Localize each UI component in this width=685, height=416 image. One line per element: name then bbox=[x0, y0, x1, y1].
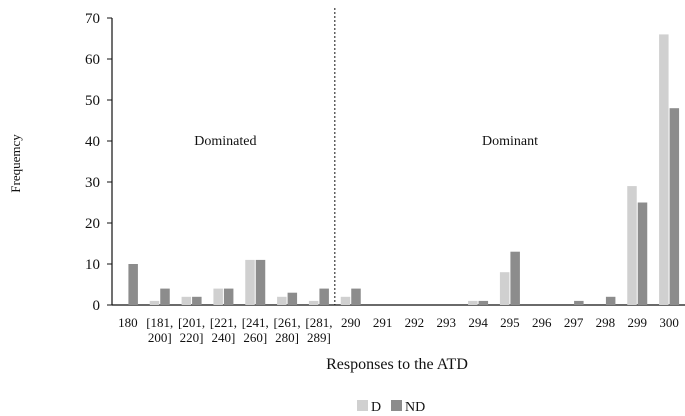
x-tick-label: [281, bbox=[305, 315, 332, 330]
legend-swatch-nd bbox=[391, 400, 402, 411]
bar-nd bbox=[160, 288, 170, 305]
bar-d bbox=[277, 296, 287, 305]
annotation-dominant: Dominant bbox=[482, 134, 538, 149]
bar-nd bbox=[128, 264, 138, 305]
x-tick-label-line2: 220] bbox=[180, 330, 204, 345]
y-tick-label: 10 bbox=[85, 257, 100, 273]
bar-d bbox=[149, 300, 160, 305]
bar-nd bbox=[637, 202, 648, 305]
x-tick-label: 298 bbox=[596, 315, 616, 330]
x-axis-title: Responses to the ATD bbox=[326, 356, 468, 373]
bar-nd bbox=[255, 259, 266, 305]
x-tick-label-line2: 200] bbox=[148, 330, 172, 345]
bar-nd bbox=[319, 288, 329, 305]
x-tick-label-line2: 240] bbox=[211, 330, 235, 345]
x-tick-label: 299 bbox=[628, 315, 648, 330]
bar-nd bbox=[574, 300, 584, 305]
bar-d bbox=[468, 300, 478, 305]
bar-d bbox=[308, 300, 319, 305]
y-tick-label: 20 bbox=[85, 216, 100, 232]
y-axis-title: Frequemcy bbox=[8, 134, 23, 193]
x-tick-label-line2: 289] bbox=[307, 330, 331, 345]
x-tick-label: 296 bbox=[532, 315, 552, 330]
y-tick-label: 70 bbox=[85, 11, 100, 27]
x-tick-label: 292 bbox=[405, 315, 425, 330]
x-tick-label: [241, bbox=[242, 315, 269, 330]
bar-nd bbox=[510, 251, 520, 305]
y-tick-label: 40 bbox=[85, 134, 100, 150]
legend-label-nd: ND bbox=[405, 400, 425, 415]
x-tick-label: 300 bbox=[659, 315, 679, 330]
x-tick-label-line2: 280] bbox=[275, 330, 299, 345]
bar-nd bbox=[351, 288, 361, 305]
x-tick-label: 293 bbox=[437, 315, 457, 330]
legend: D ND bbox=[357, 400, 425, 415]
y-tick-label: 30 bbox=[85, 175, 100, 191]
y-tick-label: 60 bbox=[85, 52, 100, 68]
bars bbox=[128, 34, 680, 306]
legend-label-d: D bbox=[371, 400, 381, 415]
x-tick-label-line2: 260] bbox=[243, 330, 267, 345]
bar-d bbox=[213, 288, 223, 305]
bar-d bbox=[245, 259, 255, 305]
bar-nd bbox=[223, 288, 234, 305]
x-tick-label: [221, bbox=[210, 315, 237, 330]
legend-swatch-d bbox=[357, 400, 368, 411]
bar-nd bbox=[478, 300, 489, 305]
bar-d bbox=[499, 272, 510, 305]
bar-d bbox=[340, 296, 351, 305]
x-tick-label: 180 bbox=[118, 315, 138, 330]
x-tick-label: 290 bbox=[341, 315, 361, 330]
axes bbox=[107, 17, 685, 306]
x-tick-label: 291 bbox=[373, 315, 393, 330]
x-tick-label: 295 bbox=[500, 315, 520, 330]
x-tick-label: 294 bbox=[468, 315, 488, 330]
x-tick-labels: 180 [181,200] [201,220] [221,240] [241,260] [… bbox=[118, 315, 679, 345]
bar-nd bbox=[192, 296, 202, 305]
y-tick-label: 50 bbox=[85, 93, 100, 109]
bar-nd bbox=[287, 292, 298, 305]
bar-d bbox=[627, 186, 637, 305]
y-tick-label: 0 bbox=[93, 298, 101, 314]
x-tick-label: [201, bbox=[178, 315, 205, 330]
bar-d bbox=[659, 34, 669, 306]
x-tick-label: [181, bbox=[146, 315, 173, 330]
bar-nd bbox=[605, 296, 616, 305]
y-tick-labels: 0 10 20 30 40 50 60 70 bbox=[85, 11, 100, 314]
annotation-dominated: Dominated bbox=[194, 134, 256, 149]
x-tick-label: [261, bbox=[274, 315, 301, 330]
bar-nd bbox=[669, 108, 680, 305]
x-tick-label: 297 bbox=[564, 315, 584, 330]
bar-d bbox=[181, 296, 192, 305]
